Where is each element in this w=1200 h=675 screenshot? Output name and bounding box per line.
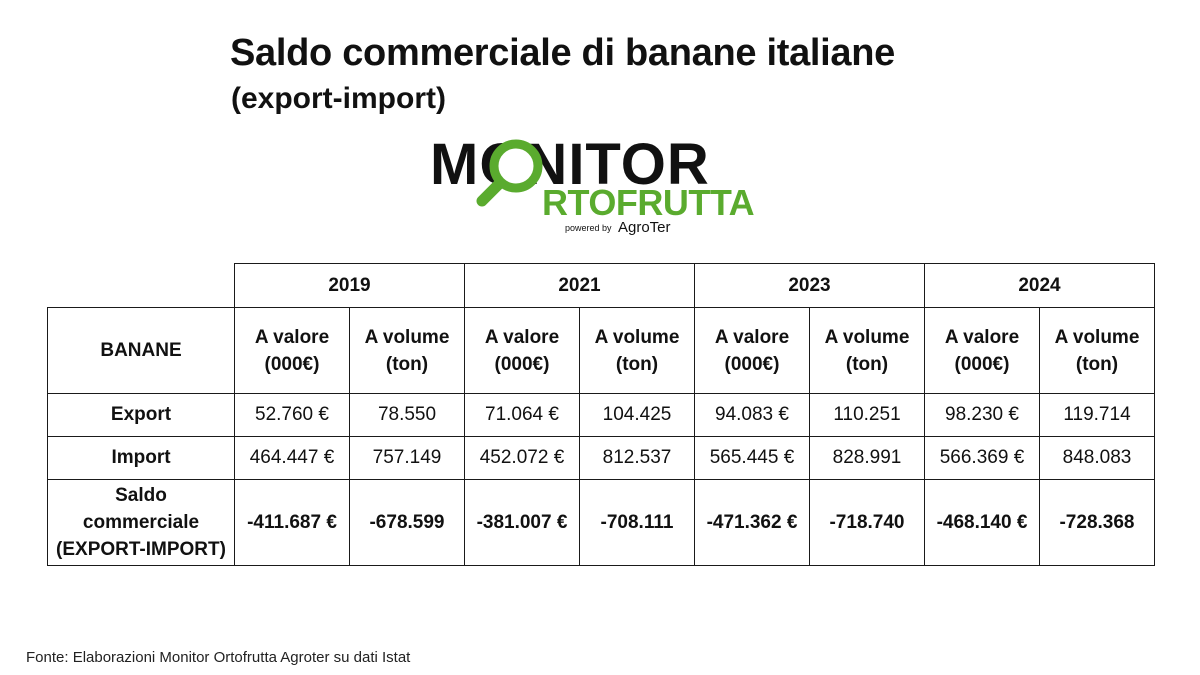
row-label-saldo: Saldo commerciale (EXPORT-IMPORT) bbox=[47, 479, 235, 566]
table-cell-negative: -728.368 bbox=[1039, 479, 1155, 566]
table-row-export: Export 52.760 € 78.550 71.064 € 104.425 … bbox=[47, 393, 1155, 437]
sub-header-line: (ton) bbox=[385, 353, 429, 375]
sub-header-valore: A valore (000€) bbox=[464, 307, 580, 394]
page-subtitle: (export-import) bbox=[231, 82, 446, 115]
monitor-ortofrutta-logo: MONITOR RTOFRUTTA powered by AgroTer bbox=[430, 132, 780, 237]
table-cell: 757.149 bbox=[349, 436, 465, 480]
table-cell: 71.064 € bbox=[464, 393, 580, 437]
sub-header-line: A valore bbox=[254, 326, 330, 348]
logo-graphic: MONITOR RTOFRUTTA powered by AgroTer bbox=[430, 132, 755, 236]
sub-header-volume: A volume (ton) bbox=[349, 307, 465, 394]
table-cell: 94.083 € bbox=[694, 393, 810, 437]
sub-header-line: (ton) bbox=[615, 353, 659, 375]
table-cell: 565.445 € bbox=[694, 436, 810, 480]
sub-header-line: A valore bbox=[714, 326, 790, 348]
sub-header-row: BANANE A valore (000€) A volume (ton) A va… bbox=[47, 307, 1155, 394]
year-header: 2021 bbox=[464, 263, 695, 308]
row-header-banane: BANANE bbox=[47, 307, 235, 394]
sub-header-line: (ton) bbox=[845, 353, 889, 375]
table-row-import: Import 464.447 € 757.149 452.072 € 812.5… bbox=[47, 436, 1155, 480]
sub-header-line: A volume bbox=[824, 326, 910, 348]
sub-header-line: (000€) bbox=[954, 353, 1010, 375]
table-cell-negative: -708.111 bbox=[579, 479, 695, 566]
year-header-row: 2019 2021 2023 2024 bbox=[47, 263, 1155, 308]
table-cell-negative: -718.740 bbox=[809, 479, 925, 566]
sub-header-line: A valore bbox=[484, 326, 560, 348]
sub-header-line: A volume bbox=[594, 326, 680, 348]
sub-header-line: A valore bbox=[944, 326, 1020, 348]
saldo-label-line: Saldo bbox=[115, 485, 167, 506]
table-cell: 848.083 bbox=[1039, 436, 1155, 480]
table-row-saldo: Saldo commerciale (EXPORT-IMPORT) -411.687… bbox=[47, 479, 1155, 566]
sub-header-volume: A volume (ton) bbox=[1039, 307, 1155, 394]
table-cell: 104.425 bbox=[579, 393, 695, 437]
sub-header-valore: A valore (000€) bbox=[234, 307, 350, 394]
table-cell: 119.714 bbox=[1039, 393, 1155, 437]
table-cell: 52.760 € bbox=[234, 393, 350, 437]
table-cell: 98.230 € bbox=[924, 393, 1040, 437]
logo-word-ortofrutta: RTOFRUTTA bbox=[542, 182, 755, 223]
sub-header-line: (000€) bbox=[264, 353, 320, 375]
year-header: 2024 bbox=[924, 263, 1155, 308]
sub-header-volume: A volume (ton) bbox=[579, 307, 695, 394]
table-cell-negative: -468.140 € bbox=[924, 479, 1040, 566]
year-header: 2019 bbox=[234, 263, 465, 308]
table-cell: 812.537 bbox=[579, 436, 695, 480]
page-title: Saldo commerciale di banane italiane bbox=[230, 32, 895, 74]
sub-header-line: A volume bbox=[364, 326, 450, 348]
saldo-label-line: (EXPORT-IMPORT) bbox=[56, 539, 226, 560]
logo-word-monitor: MONITOR bbox=[430, 132, 710, 197]
sub-header-line: (000€) bbox=[724, 353, 780, 375]
table-cell-negative: -411.687 € bbox=[234, 479, 350, 566]
sub-header-valore: A valore (000€) bbox=[694, 307, 810, 394]
empty-corner-cell bbox=[47, 263, 235, 308]
table-cell: 828.991 bbox=[809, 436, 925, 480]
table-cell: 464.447 € bbox=[234, 436, 350, 480]
magnifier-icon bbox=[476, 139, 543, 207]
sub-header-line: A volume bbox=[1054, 326, 1140, 348]
table-cell-negative: -678.599 bbox=[349, 479, 465, 566]
table-cell-negative: -381.007 € bbox=[464, 479, 580, 566]
table-cell: 78.550 bbox=[349, 393, 465, 437]
sub-header-line: (000€) bbox=[494, 353, 550, 375]
row-label: Import bbox=[47, 436, 235, 480]
table-cell: 110.251 bbox=[809, 393, 925, 437]
saldo-label-line: commerciale bbox=[82, 512, 200, 533]
table-cell-negative: -471.362 € bbox=[694, 479, 810, 566]
logo-brand-agroter: AgroTer bbox=[618, 219, 671, 236]
year-header: 2023 bbox=[694, 263, 925, 308]
row-label: Export bbox=[47, 393, 235, 437]
table-cell: 566.369 € bbox=[924, 436, 1040, 480]
source-note: Fonte: Elaborazioni Monitor Ortofrutta A… bbox=[26, 649, 411, 666]
sub-header-volume: A volume (ton) bbox=[809, 307, 925, 394]
sub-header-valore: A valore (000€) bbox=[924, 307, 1040, 394]
logo-powered-by: powered by bbox=[565, 223, 612, 233]
trade-balance-table: 2019 2021 2023 2024 BANANE A valore (000€… bbox=[47, 263, 1155, 566]
sub-header-line: (ton) bbox=[1075, 353, 1119, 375]
table-cell: 452.072 € bbox=[464, 436, 580, 480]
